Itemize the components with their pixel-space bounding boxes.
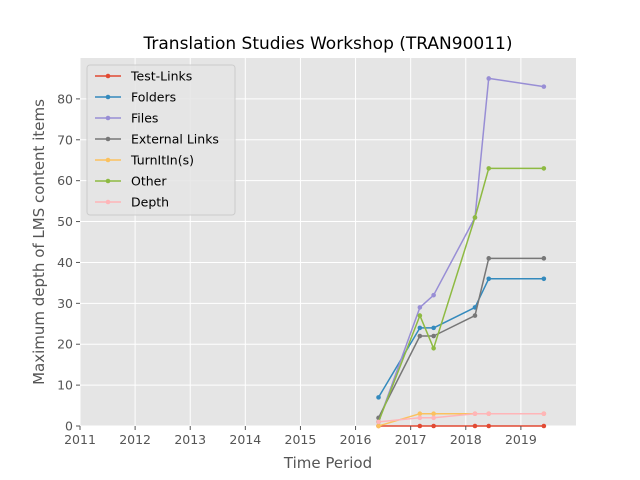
data-point [541, 166, 547, 171]
x-tick-label: 2015 [285, 432, 317, 447]
data-point [417, 411, 423, 417]
data-point [431, 346, 436, 351]
x-axis-label: Time Period [283, 454, 372, 472]
data-point [486, 411, 492, 417]
y-tick-label: 60 [57, 173, 73, 188]
y-tick-label: 80 [57, 91, 73, 106]
data-point [431, 415, 436, 421]
data-point [486, 423, 492, 429]
legend-item: Files [95, 111, 158, 126]
x-tick-label: 2019 [505, 432, 537, 447]
legend-item: Test-Links [95, 69, 192, 84]
legend-label: TurnItIn(s) [130, 153, 194, 168]
legend-item: Depth [95, 195, 169, 210]
data-point [472, 423, 478, 429]
series-line [378, 412, 544, 423]
data-point [486, 256, 492, 261]
x-axis-ticks: 2011 2012 2013 2014 2015 2016 2017 2018 2019 [64, 426, 537, 447]
legend-box [86, 64, 236, 216]
y-tick-label: 0 [65, 419, 73, 434]
legend-marker [105, 178, 111, 184]
legend-label: Other [131, 174, 167, 189]
data-point [541, 411, 547, 417]
y-axis-ticks: 0 10 20 30 40 50 60 70 80 [57, 91, 80, 434]
legend-label: Test-Links [130, 69, 192, 84]
legend-item: TurnItIn(s) [95, 153, 194, 168]
x-tick-label: 2018 [450, 432, 482, 447]
data-point [376, 419, 381, 425]
data-point [486, 166, 492, 171]
x-tick-label: 2016 [340, 432, 372, 447]
legend-marker [105, 115, 111, 121]
data-point [486, 276, 492, 282]
data-point [472, 215, 478, 220]
data-point [417, 325, 423, 331]
x-tick-label: 2013 [174, 432, 206, 447]
data-point [417, 313, 423, 318]
series-lines [376, 76, 547, 429]
legend-marker [105, 157, 111, 163]
data-point [431, 292, 436, 298]
data-point [431, 423, 436, 429]
legend-marker [105, 94, 111, 100]
x-tick-label: 2011 [64, 432, 96, 447]
data-point [417, 305, 423, 310]
legend-label: Depth [131, 195, 169, 210]
series-depth [376, 411, 547, 425]
data-point [431, 325, 436, 331]
series-line [377, 257, 544, 419]
y-tick-label: 50 [57, 214, 73, 229]
data-point [486, 76, 492, 81]
legend-item: External Links [95, 132, 219, 147]
series-line [377, 167, 544, 423]
legend-label: External Links [131, 132, 219, 147]
data-point [541, 256, 547, 261]
y-tick-label: 10 [57, 378, 73, 393]
legend-item: Other [95, 174, 167, 189]
y-tick-label: 20 [57, 337, 73, 352]
data-point [376, 395, 381, 400]
data-point [417, 333, 423, 339]
x-tick-label: 2017 [395, 432, 427, 447]
chart-title: Translation Studies Workshop (TRAN90011) [143, 34, 513, 54]
legend-marker [105, 73, 111, 79]
data-point [376, 423, 381, 429]
x-tick-label: 2014 [229, 432, 261, 447]
legend-label: Files [131, 111, 158, 126]
legend: Test-Links Folders Files External Links Turn… [86, 64, 236, 216]
legend-label: Folders [131, 90, 176, 105]
legend-item: Folders [95, 90, 176, 105]
data-point [541, 276, 547, 282]
x-tick-label: 2012 [119, 432, 151, 447]
data-point [417, 423, 423, 429]
data-point [472, 313, 478, 318]
series-line [377, 77, 545, 423]
legend-marker [105, 136, 111, 142]
y-tick-label: 70 [57, 132, 73, 147]
data-point [541, 84, 547, 89]
data-point [431, 411, 436, 417]
data-point [541, 423, 547, 429]
y-tick-label: 40 [57, 255, 73, 270]
series-line [377, 278, 544, 398]
series-other [376, 166, 547, 425]
y-axis-label: Maximum depth of LMS content items [30, 99, 48, 385]
series-folders [376, 276, 547, 400]
data-point [417, 415, 423, 421]
data-point [472, 411, 478, 417]
data-point [431, 333, 436, 339]
legend-marker [105, 199, 111, 205]
y-tick-label: 30 [57, 296, 73, 311]
series-external-links [376, 256, 547, 421]
